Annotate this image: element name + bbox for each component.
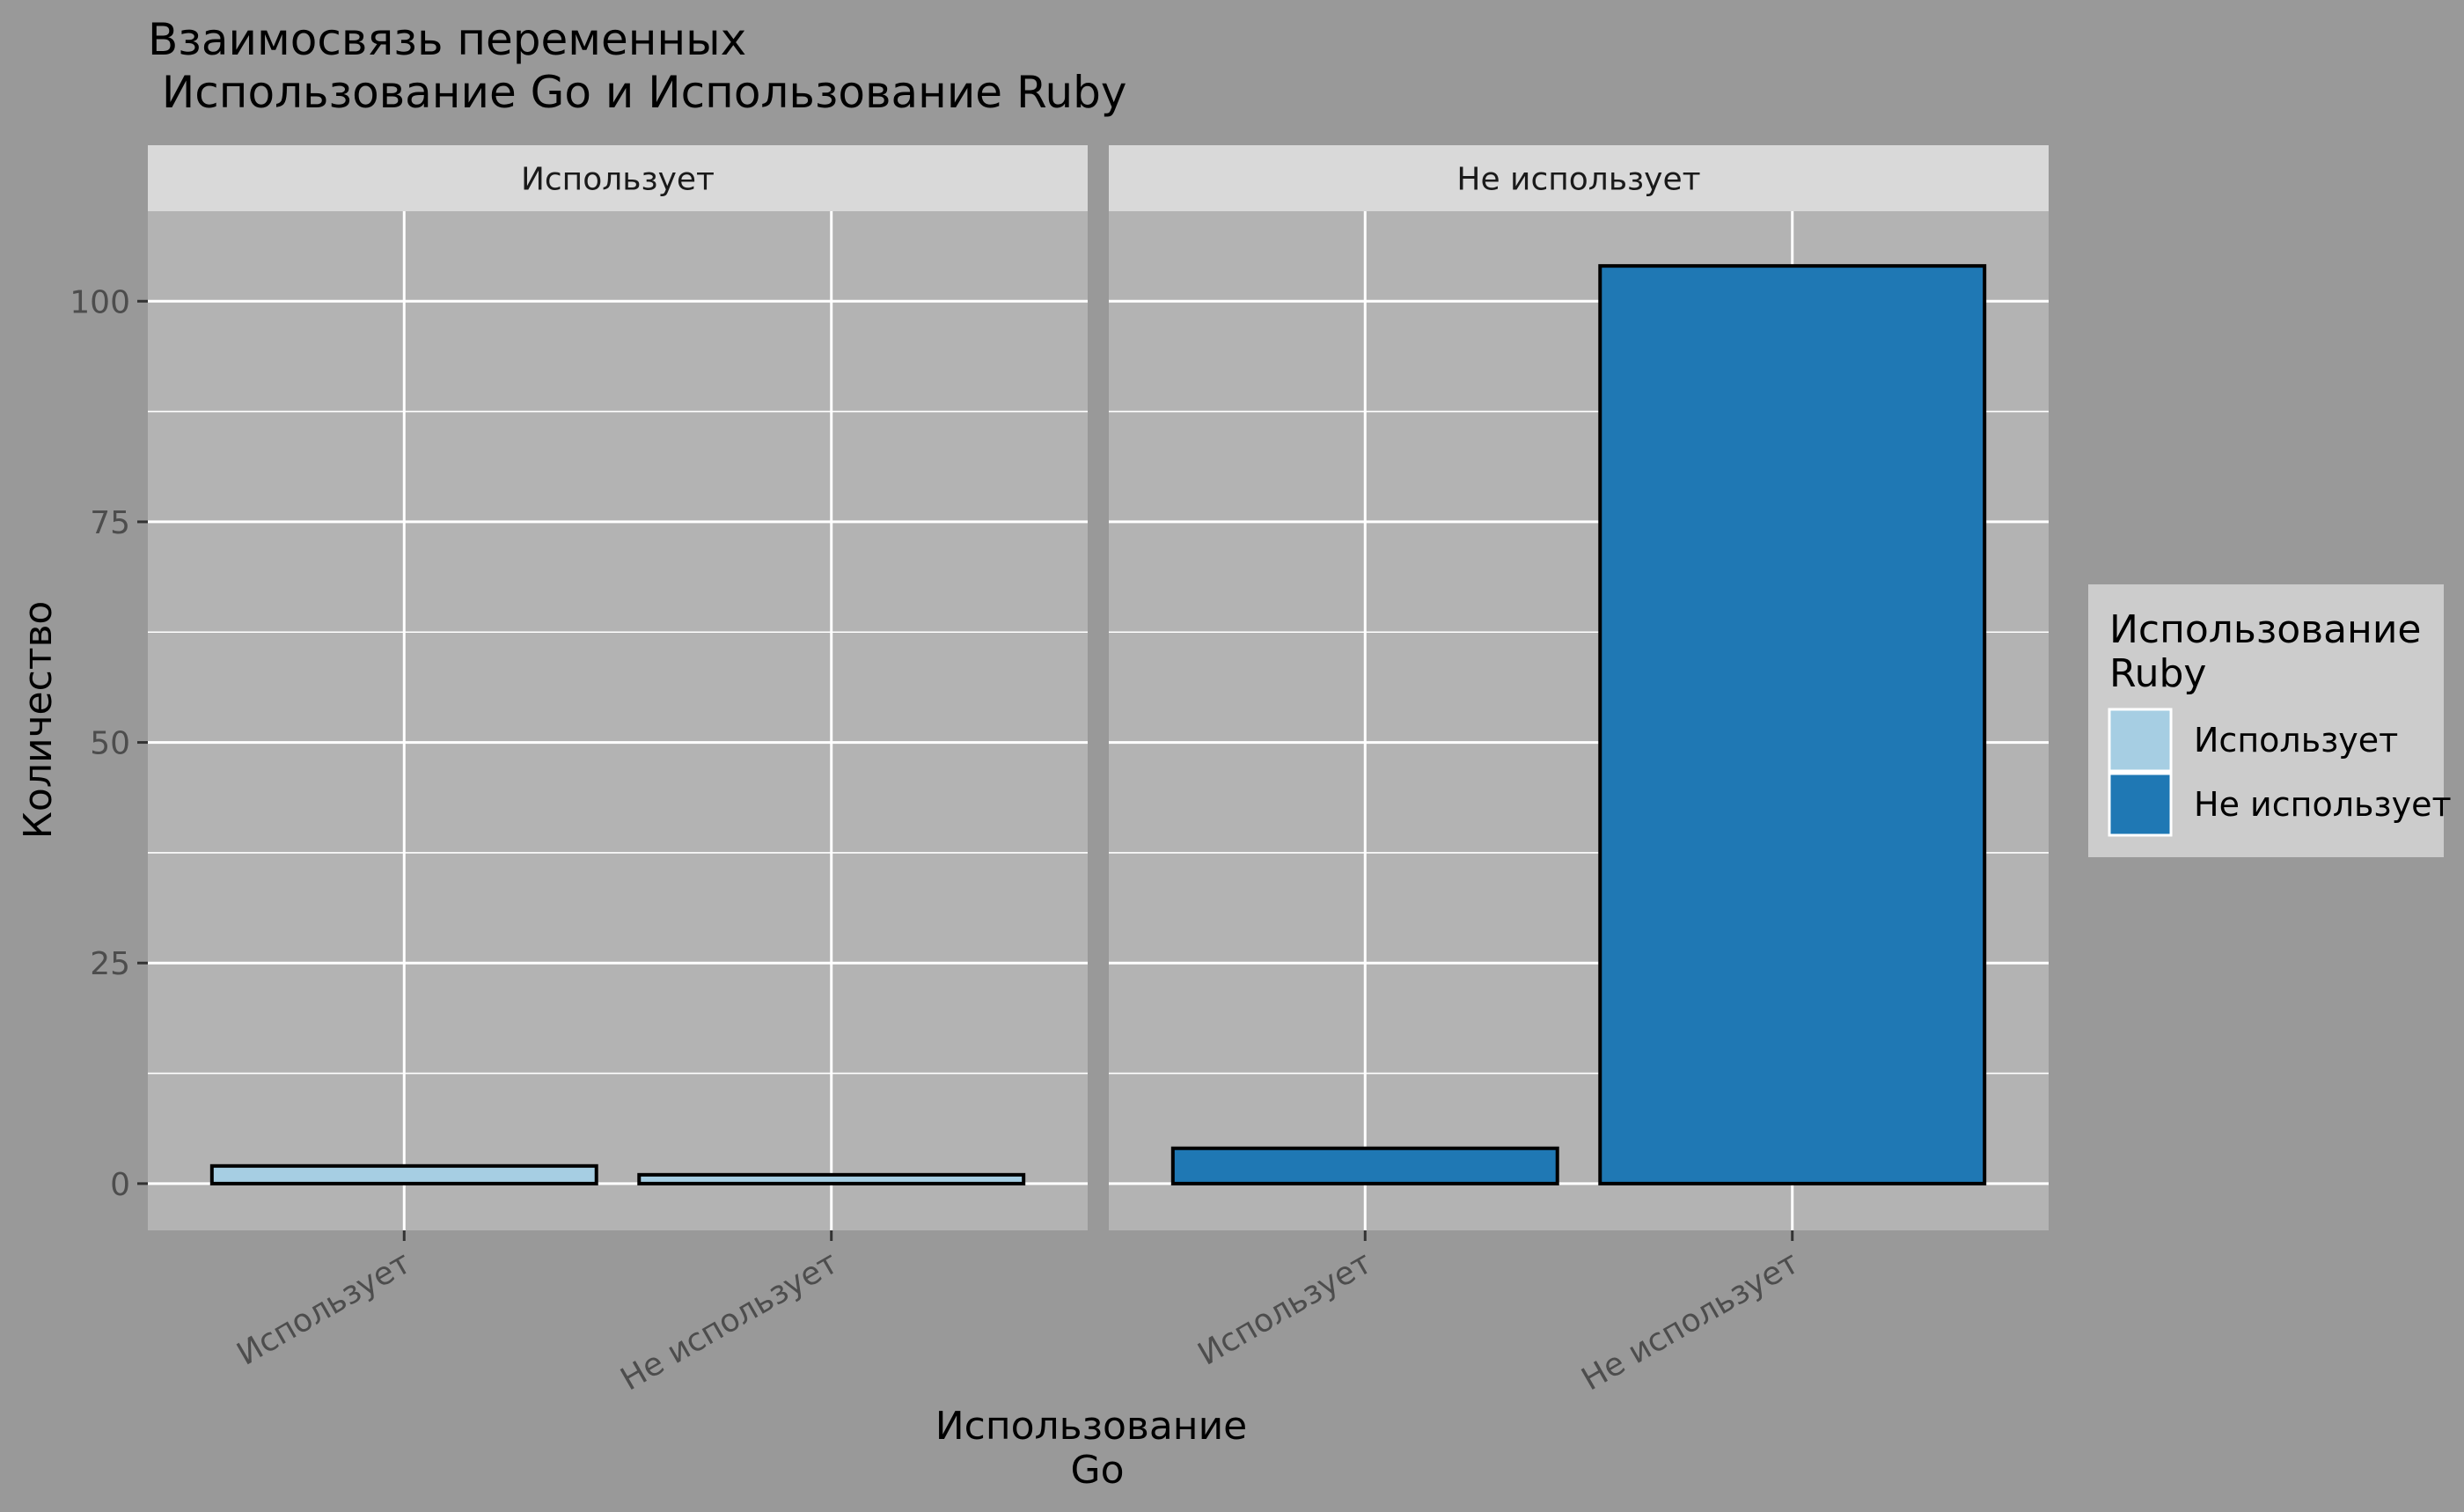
bar (1170, 1146, 1559, 1185)
x-axis-title: Использование Go (935, 1404, 1260, 1493)
panel-background (148, 211, 1088, 1230)
facet-strip-label: Использует (521, 162, 715, 198)
y-axis-title: Количество (16, 601, 61, 840)
chart-title-line-1: Взаимосвязь переменных (148, 14, 746, 65)
y-axis: 0 25 50 75 100 (70, 284, 148, 1203)
legend-key (2108, 772, 2173, 837)
facet-strip (148, 145, 1088, 211)
facet-panels: Использует Не использует (148, 145, 2049, 1230)
facet-panel: Не использует (1109, 145, 2049, 1230)
legend-label: Использует (2194, 721, 2398, 760)
facet-strip (1109, 145, 2049, 211)
legend-label: Не использует (2194, 785, 2452, 824)
legend-items: Использует Не использует (2108, 708, 2452, 837)
legend-title: Использование Ruby (2109, 607, 2434, 696)
y-tick-label: 25 (90, 946, 130, 982)
y-tick-label: 100 (70, 284, 130, 320)
x-axis-title-line-2: Go (1070, 1448, 1124, 1493)
facet-strip-label: Не использует (1456, 162, 1700, 198)
y-tick-label: 0 (110, 1167, 130, 1203)
x-axis-title-line-1: Использование (935, 1404, 1248, 1449)
chart-title-line-2: Использование Go и Использование Ruby (148, 67, 1126, 118)
bar (209, 1163, 598, 1185)
y-tick-label: 50 (90, 726, 130, 762)
legend-title-line-1: Использование (2109, 607, 2422, 652)
facet-panel: Использует (148, 145, 1088, 1230)
legend-key (2108, 708, 2173, 773)
bar (1598, 264, 1987, 1185)
y-tick-label: 75 (90, 505, 130, 541)
legend-title-line-2: Ruby (2109, 651, 2206, 696)
legend: Использование Ruby Использует Не использу… (2088, 584, 2452, 857)
bar (637, 1172, 1026, 1185)
chart-title: Взаимосвязь переменных Использование Go … (148, 14, 1126, 118)
